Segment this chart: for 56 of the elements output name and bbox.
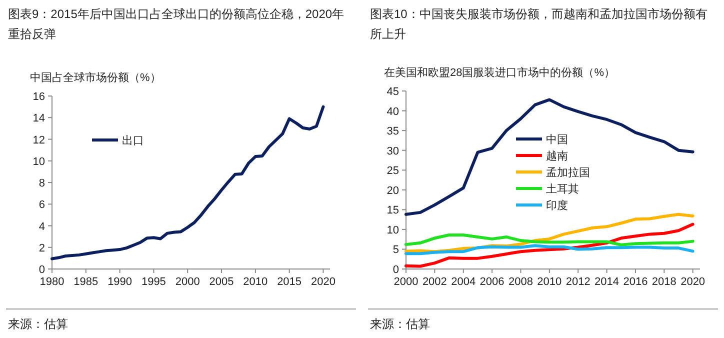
x-tick-label: 1990 — [108, 276, 132, 288]
legend-label: 中国 — [546, 133, 568, 146]
x-tick-label: 2012 — [566, 276, 590, 288]
legend-label: 土耳其 — [546, 182, 579, 196]
line-series — [404, 244, 694, 256]
legend-label: 出口 — [122, 134, 144, 147]
y-tick-label: 30 — [386, 145, 399, 158]
x-tick-label: 1980 — [40, 276, 64, 288]
x-tick-label: 2020 — [680, 276, 706, 288]
x-tick-label: 2010 — [243, 276, 268, 288]
legend-label: 印度 — [546, 199, 568, 212]
x-tick-label: 2015 — [277, 276, 302, 288]
y-tick-label: 15 — [386, 204, 399, 217]
y-tick-label: 0 — [38, 264, 45, 276]
source-note: 来源：估算 — [370, 316, 430, 333]
line-series — [404, 222, 694, 268]
y-tick-label: 12 — [32, 134, 45, 146]
x-tick-label: 1995 — [141, 276, 166, 288]
y-tick-label: 10 — [32, 156, 45, 168]
x-tick-label: 2004 — [451, 276, 476, 288]
y-tick-label: 6 — [38, 199, 45, 212]
x-tick-label: 2006 — [480, 276, 504, 288]
legend-label: 孟加拉国 — [546, 166, 590, 179]
y-tick-label: 8 — [38, 178, 45, 190]
y-tick-label: 40 — [386, 106, 399, 118]
y-tick-label: 0 — [392, 264, 399, 276]
y-tick-label: 4 — [38, 220, 45, 233]
y-axis-title: 中国占全球市场份额（%） — [30, 71, 161, 84]
x-tick-label: 2008 — [508, 276, 533, 288]
y-tick-label: 45 — [386, 86, 399, 98]
x-tick-label: 2000 — [175, 276, 200, 288]
x-tick-label: 2002 — [422, 276, 447, 288]
y-tick-label: 5 — [392, 244, 399, 256]
chart-title: 图表10：中国丧失服装市场份额，而越南和孟加拉国市场份额有所上升 — [370, 6, 708, 43]
legend-label: 越南 — [546, 150, 568, 162]
x-tick-label: 2000 — [394, 276, 418, 288]
source-note: 来源：估算 — [8, 316, 68, 333]
y-tick-label: 35 — [386, 126, 399, 138]
y-axis-title: 在美国和欧盟28国服装进口市场中的份额（%） — [384, 66, 616, 79]
x-tick-label: 2020 — [310, 276, 336, 288]
line-series — [404, 98, 694, 216]
y-tick-label: 10 — [386, 224, 399, 236]
x-tick-label: 2014 — [594, 276, 620, 288]
x-tick-label: 2016 — [623, 276, 648, 288]
y-tick-label: 14 — [32, 112, 45, 125]
x-tick-label: 2018 — [652, 276, 676, 288]
y-tick-label: 16 — [32, 91, 45, 103]
y-tick-label: 2 — [38, 242, 45, 254]
line-series — [404, 233, 694, 246]
x-tick-label: 2005 — [209, 276, 234, 288]
y-tick-label: 25 — [386, 165, 399, 178]
x-tick-label: 2010 — [537, 276, 562, 288]
line-series — [50, 105, 325, 260]
chart-title: 图表9：2015年后中国出口占全球出口的份额高位企稳，2020年重拾反弹 — [8, 6, 346, 43]
y-tick-label: 20 — [386, 184, 399, 197]
x-tick-label: 1985 — [74, 276, 98, 288]
